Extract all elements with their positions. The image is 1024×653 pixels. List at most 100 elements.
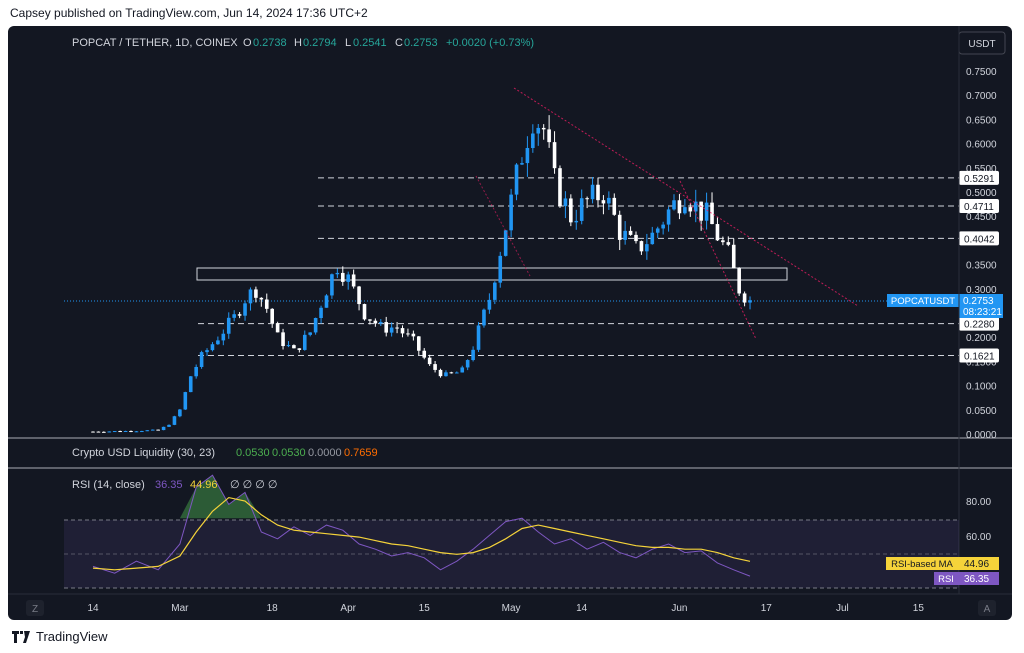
candle-body[interactable] — [617, 214, 622, 240]
candle-body[interactable] — [248, 289, 253, 304]
candle-body[interactable] — [460, 367, 465, 373]
candle-body[interactable] — [183, 392, 188, 410]
candle-body[interactable] — [243, 303, 247, 316]
candle-body[interactable] — [601, 200, 606, 204]
candle-body[interactable] — [270, 308, 274, 324]
time-axis[interactable]: 14 Mar 18 Apr 15 May 14 Jun 17 Jul 15 — [87, 603, 924, 614]
candle-body[interactable] — [639, 241, 644, 252]
candle-body[interactable] — [427, 357, 432, 365]
candle-body[interactable] — [96, 431, 101, 433]
candle-body[interactable] — [623, 230, 627, 240]
candle-body[interactable] — [264, 299, 269, 309]
candle-body[interactable] — [205, 350, 209, 353]
candle-body[interactable] — [563, 198, 568, 207]
candle-body[interactable] — [232, 314, 236, 318]
tradingview-logo-icon[interactable] — [12, 630, 30, 643]
candle-body[interactable] — [362, 304, 367, 320]
candle-body[interactable] — [335, 272, 340, 275]
tradingview-brand[interactable]: TradingView — [36, 629, 108, 644]
candle-body[interactable] — [634, 234, 638, 242]
candle-body[interactable] — [607, 197, 611, 204]
candle-body[interactable] — [449, 372, 454, 374]
candle-body[interactable] — [731, 244, 736, 269]
candle-body[interactable] — [585, 198, 589, 200]
candle-body[interactable] — [340, 272, 345, 282]
candle-body[interactable] — [433, 364, 437, 370]
candle-body[interactable] — [308, 332, 312, 335]
candle-body[interactable] — [194, 366, 198, 377]
candle-body[interactable] — [596, 184, 600, 201]
candle-body[interactable] — [498, 255, 503, 283]
candle-body[interactable] — [683, 207, 687, 214]
zoom-button-bg[interactable] — [26, 600, 44, 616]
candle-body[interactable] — [161, 426, 166, 431]
candle-body[interactable] — [145, 430, 150, 432]
candle-body[interactable] — [129, 431, 133, 433]
candle-body[interactable] — [417, 336, 421, 351]
candle-body[interactable] — [297, 348, 302, 350]
candle-body[interactable] — [292, 345, 296, 349]
candle-body[interactable] — [666, 209, 671, 225]
candle-body[interactable] — [552, 142, 557, 169]
candle-body[interactable] — [503, 230, 508, 256]
candle-body[interactable] — [509, 194, 513, 231]
candle-body[interactable] — [384, 322, 389, 333]
candle-body[interactable] — [493, 282, 497, 300]
candle-body[interactable] — [579, 198, 584, 221]
candle-body[interactable] — [721, 240, 725, 243]
candle-body[interactable] — [313, 318, 318, 333]
candle-body[interactable] — [107, 431, 112, 433]
candle-body[interactable] — [302, 334, 307, 350]
candle-body[interactable] — [140, 431, 144, 433]
candle-body[interactable] — [558, 168, 562, 207]
candle-body[interactable] — [748, 300, 752, 303]
candle-body[interactable] — [188, 376, 193, 393]
candle-body[interactable] — [123, 431, 128, 433]
supply-zone-rect[interactable] — [196, 267, 788, 281]
candle-body[interactable] — [259, 297, 264, 300]
candle-body[interactable] — [444, 372, 448, 377]
candle-body[interactable] — [406, 333, 410, 335]
candle-body[interactable] — [112, 431, 117, 433]
candle-body[interactable] — [422, 350, 427, 358]
candle-body[interactable] — [688, 207, 693, 212]
liquidity-title[interactable]: Crypto USD Liquidity (30, 23) — [72, 447, 215, 459]
candle-body[interactable] — [254, 289, 258, 298]
rsi-ma-line[interactable] — [92, 496, 751, 571]
price-axis[interactable]: 0.7500 0.7000 0.6500 0.6000 0.5500 0.5000 0.45… — [966, 67, 997, 441]
candle-body[interactable] — [482, 309, 486, 326]
candle-body[interactable] — [438, 369, 443, 377]
zoom-button[interactable]: Z — [32, 604, 38, 615]
candle-body[interactable] — [536, 127, 541, 134]
candle-body[interactable] — [150, 429, 155, 431]
candle-body[interactable] — [590, 184, 595, 200]
candle-body[interactable] — [378, 322, 383, 324]
candle-body[interactable] — [525, 148, 530, 164]
candle-body[interactable] — [487, 299, 492, 310]
candle-body[interactable] — [156, 429, 160, 431]
candle-body[interactable] — [726, 242, 731, 245]
candle-body[interactable] — [411, 333, 416, 337]
currency-button[interactable]: USDT — [968, 39, 995, 50]
candle-body[interactable] — [693, 201, 698, 212]
candle-body[interactable] — [286, 345, 291, 347]
candle-body[interactable] — [737, 268, 741, 294]
candle-body[interactable] — [216, 340, 220, 345]
candle-body[interactable] — [319, 307, 323, 319]
candle-body[interactable] — [275, 323, 280, 333]
candle-body[interactable] — [226, 317, 231, 334]
candle-body[interactable] — [324, 295, 329, 308]
candle-body[interactable] — [134, 431, 139, 433]
candle-body[interactable] — [395, 327, 399, 329]
candle-body[interactable] — [699, 201, 703, 221]
candle-body[interactable] — [471, 349, 475, 361]
candle-body[interactable] — [612, 197, 617, 215]
candle-body[interactable] — [574, 220, 579, 223]
candle-body[interactable] — [237, 314, 242, 316]
candle-body[interactable] — [368, 319, 372, 321]
candle-body[interactable] — [455, 372, 459, 374]
candle-body[interactable] — [210, 344, 215, 351]
candle-body[interactable] — [672, 200, 676, 210]
candle-body[interactable] — [476, 325, 481, 350]
candle-body[interactable] — [465, 360, 470, 368]
